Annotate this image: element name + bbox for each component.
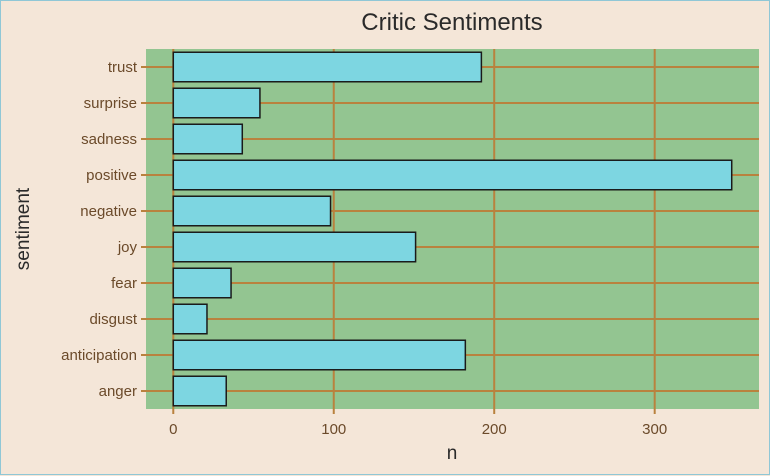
- bars: [172, 51, 733, 407]
- y-tick-label: negative: [80, 203, 137, 220]
- chart-title: Critic Sentiments: [361, 9, 542, 36]
- y-tick-label: fear: [111, 275, 137, 292]
- y-tick-label: joy: [117, 239, 138, 256]
- y-tick-labels: anger anticipation disgust fear joy negative p…: [61, 59, 146, 400]
- bar-fear: [172, 267, 232, 299]
- x-tick-labels: 0 100 200 300: [169, 409, 667, 438]
- y-tick-label: disgust: [89, 311, 137, 328]
- bar-anticipation: [172, 339, 467, 371]
- bar-joy: [172, 231, 417, 263]
- bar-anger: [172, 375, 227, 407]
- bar-positive: [172, 159, 733, 191]
- bar-negative: [172, 195, 332, 227]
- bar-trust: [172, 51, 483, 83]
- y-tick-label: sadness: [81, 131, 137, 148]
- x-tick-label: 200: [482, 421, 507, 438]
- bar-sadness: [172, 123, 244, 155]
- y-tick-label: anticipation: [61, 347, 137, 364]
- y-axis-title: sentiment: [13, 187, 34, 270]
- x-axis-title: n: [447, 443, 458, 464]
- y-tick-label: anger: [99, 383, 137, 400]
- bar-surprise: [172, 87, 261, 119]
- x-tick-label: 0: [169, 421, 177, 438]
- x-tick-label: 300: [642, 421, 667, 438]
- y-tick-label: surprise: [84, 95, 137, 112]
- y-tick-label: trust: [108, 59, 138, 76]
- x-tick-label: 100: [321, 421, 346, 438]
- y-tick-label: positive: [86, 167, 137, 184]
- bar-disgust: [172, 303, 208, 335]
